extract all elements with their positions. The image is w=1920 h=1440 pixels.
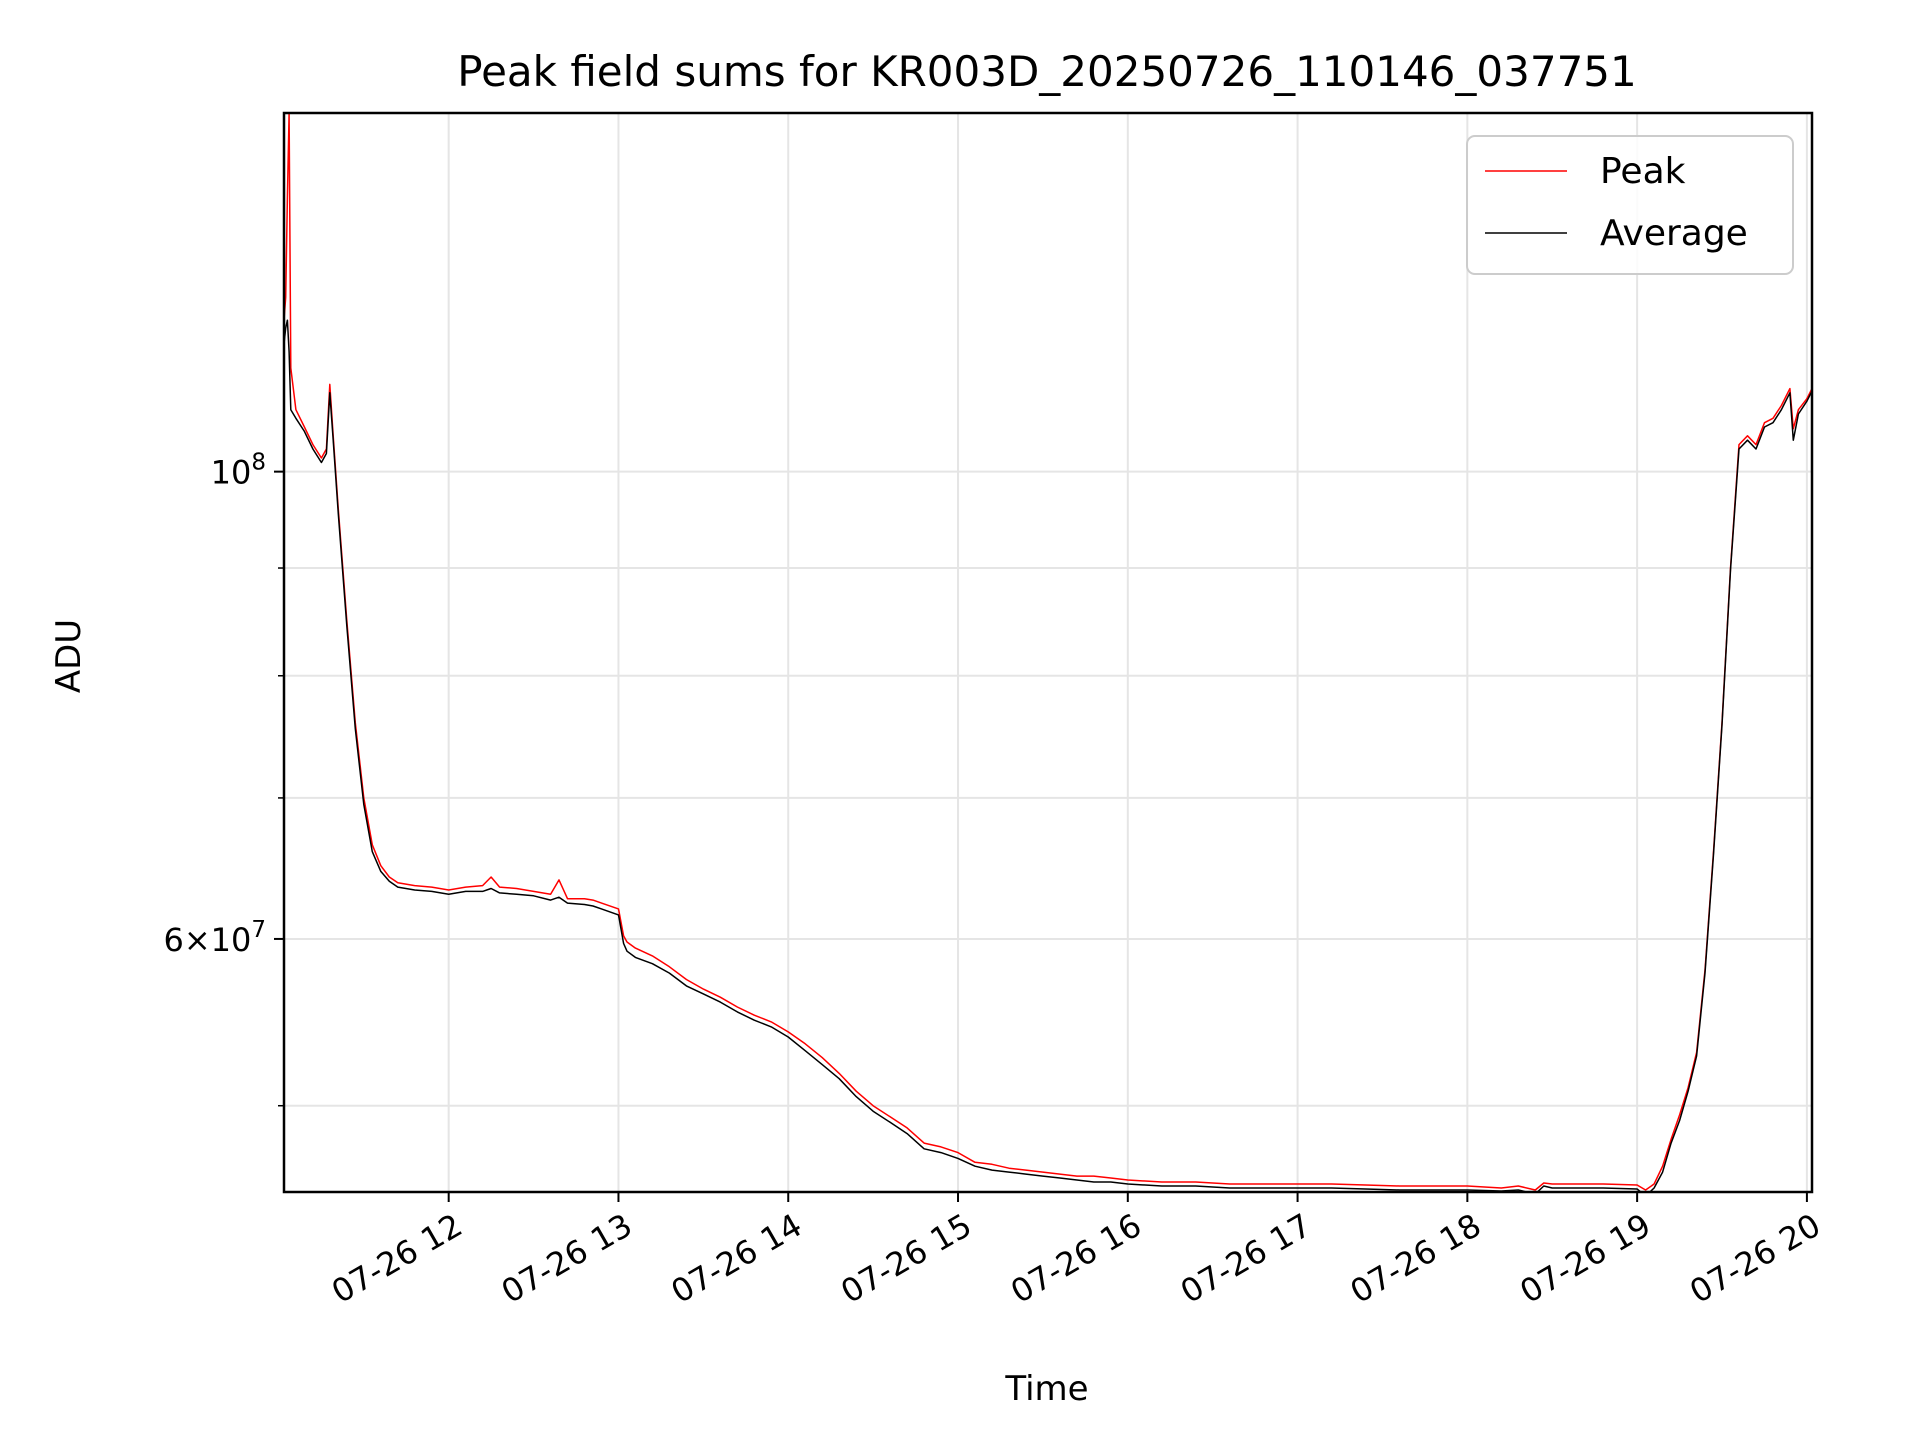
y-tick-exponent: 7: [251, 917, 266, 943]
y-tick-label: 108: [211, 450, 266, 492]
plot-frame: [282, 111, 1814, 1194]
y-tick-label: 6×107: [163, 917, 266, 959]
grid-layer: [284, 113, 1812, 1192]
series-layer: [284, 113, 1812, 1192]
series-average-line: [284, 319, 1812, 1192]
legend: Peak Average: [1466, 135, 1794, 275]
chart-title: Peak field sums for KR003D_20250726_1101…: [457, 47, 1636, 96]
legend-peak-label: Peak: [1600, 151, 1686, 192]
y-axis-label: ADU: [49, 619, 89, 693]
x-axis-label: Time: [1004, 1369, 1088, 1409]
y-tick-mantissa: 6×10: [163, 921, 251, 959]
legend-average-label: Average: [1600, 213, 1748, 254]
y-tick-mantissa: 10: [211, 454, 252, 492]
series-peak-line: [284, 113, 1812, 1191]
y-tick-exponent: 8: [251, 450, 266, 476]
